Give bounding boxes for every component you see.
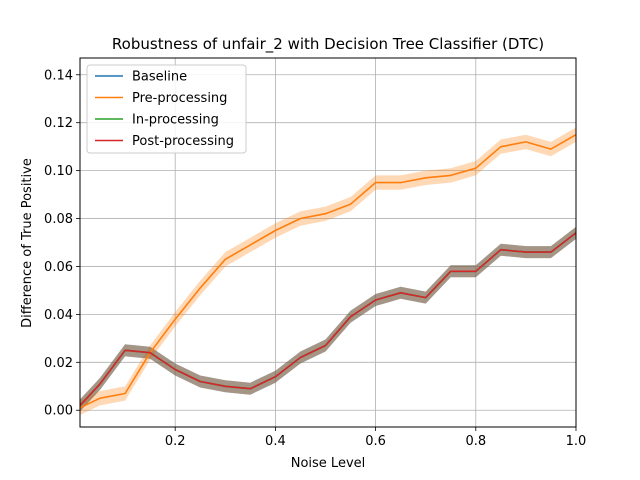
in-processing-band [80,226,576,412]
y-tick-label: 0.04 [44,308,73,323]
legend: Baseline Pre-processing In-processing Post-… [86,64,247,154]
post-processing-band [80,226,576,412]
legend-label-pre-processing: Pre-processing [132,91,227,106]
x-tick-label: 1.0 [566,434,587,449]
x-tick-label: 0.8 [465,434,486,449]
baseline-band [80,226,576,412]
legend-label-baseline: Baseline [132,70,187,85]
y-tick-label: 0.00 [44,404,73,419]
pre-processing-line [79,134,577,409]
grid-lines [80,58,577,427]
x-axis-label: Noise Level [291,456,366,471]
x-axis-ticks: 0.2 0.4 0.6 0.8 1.0 [165,427,586,449]
x-tick-label: 0.6 [365,434,386,449]
plot-area-frame [79,57,577,428]
chart-title: Robustness of unfair_2 with Decision Tre… [112,35,544,54]
y-tick-label: 0.08 [44,212,73,227]
y-tick-label: 0.12 [44,116,73,131]
post-processing-line [79,232,577,406]
legend-label-in-processing: In-processing [132,113,219,128]
y-tick-label: 0.06 [44,260,73,275]
legend-label-post-processing: Post-processing [132,134,234,149]
y-tick-label: 0.10 [44,164,73,179]
series-lines [79,134,577,409]
y-axis-ticks: 0.00 0.02 0.04 0.06 0.08 0.10 0.12 0.14 [44,68,80,419]
y-tick-label: 0.02 [44,356,73,371]
y-tick-label: 0.14 [44,68,73,83]
y-axis-label: Difference of True Positive [20,158,35,328]
x-tick-label: 0.2 [165,434,186,449]
x-tick-label: 0.4 [265,434,286,449]
legend-box [86,64,247,154]
